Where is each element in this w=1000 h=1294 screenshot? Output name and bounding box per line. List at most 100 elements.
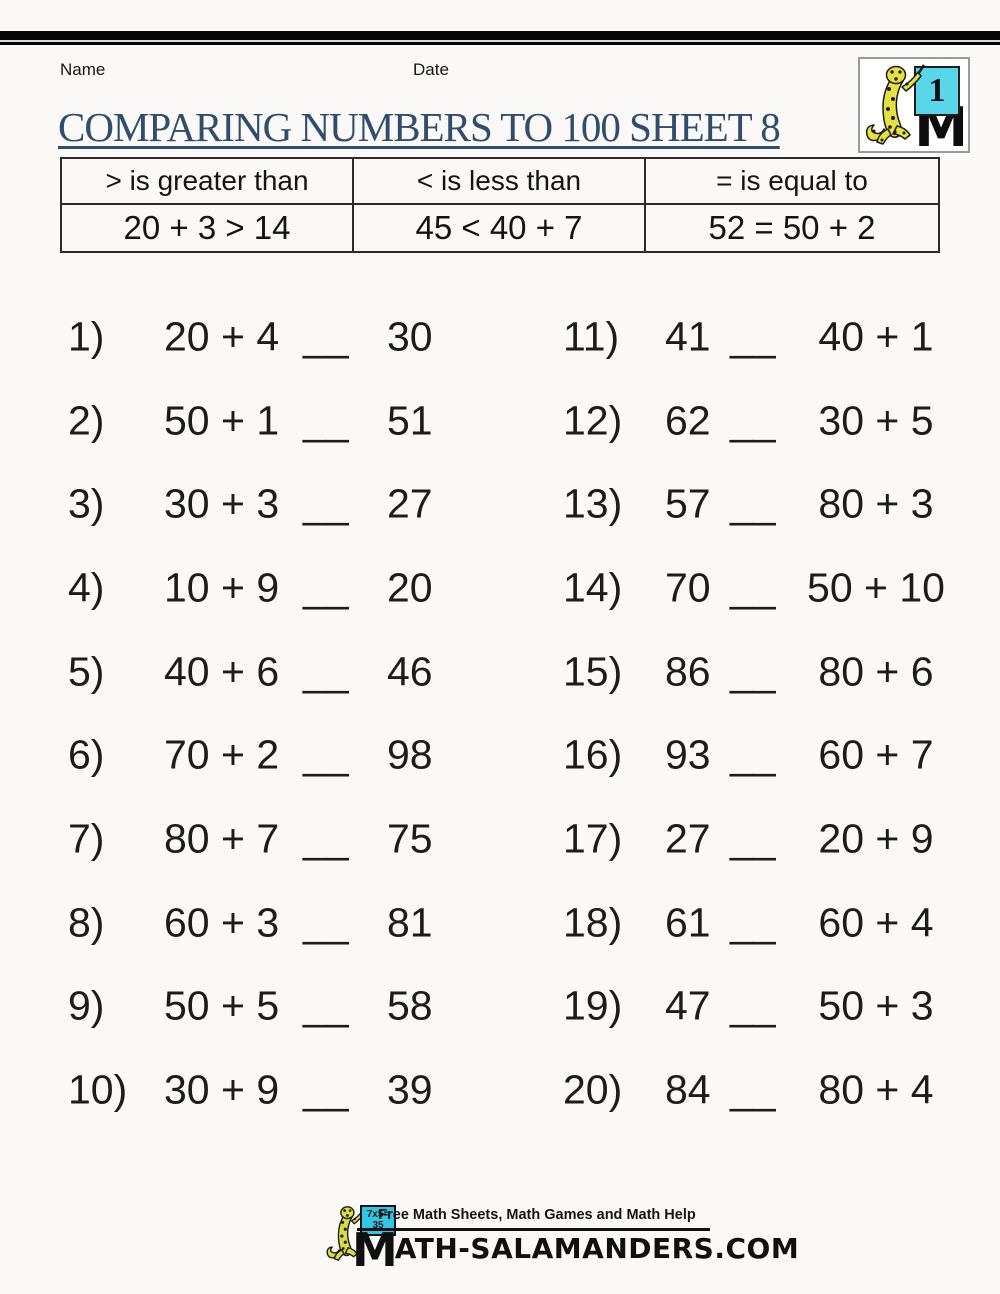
- problem-left-expression: 10 + 9: [164, 564, 280, 611]
- answer-blank[interactable]: __: [303, 648, 349, 695]
- answer-blank[interactable]: __: [730, 648, 776, 695]
- problem-left-expression: 86: [665, 648, 711, 695]
- problem-row: 4) 10 + 9 __ 20: [0, 547, 1000, 631]
- footer-tagline: Free Math Sheets, Math Games and Math He…: [378, 1207, 696, 1223]
- top-divider-rule: [0, 31, 1000, 45]
- answer-blank[interactable]: __: [730, 982, 776, 1029]
- problem-left-expression: 57: [665, 480, 711, 527]
- answer-blank[interactable]: __: [303, 480, 349, 527]
- problem-left-expression: 27: [665, 815, 711, 862]
- problem-right-expression: 27: [387, 480, 433, 527]
- problem-number: 7): [68, 815, 105, 862]
- board-equation: 7x5=: [366, 1209, 390, 1220]
- page-title: COMPARING NUMBERS TO 100 SHEET 8: [58, 104, 781, 150]
- problem-row: 19) 47 __ 50 + 3: [0, 966, 1000, 1050]
- problem-number: 12): [563, 397, 623, 444]
- answer-blank[interactable]: __: [730, 480, 776, 527]
- name-label: Name: [60, 60, 106, 79]
- answer-blank[interactable]: __: [730, 397, 776, 444]
- problems-left-column: 1) 20 + 4 __ 30 2) 50 + 1 __ 51 3) 30 + …: [0, 296, 1000, 1133]
- problem-row: 17) 27 __ 20 + 9: [0, 798, 1000, 882]
- problem-right-expression: 50 + 3: [818, 982, 934, 1029]
- problem-row: 9) 50 + 5 __ 58: [0, 966, 1000, 1050]
- answer-blank[interactable]: __: [303, 982, 349, 1029]
- problem-left-expression: 50 + 1: [164, 397, 280, 444]
- site-m-letter: M: [352, 1223, 398, 1277]
- answer-blank[interactable]: __: [303, 564, 349, 611]
- answer-blank[interactable]: __: [730, 1066, 776, 1113]
- key-example-equal: 52 = 50 + 2: [708, 209, 876, 246]
- problem-left-expression: 84: [665, 1066, 711, 1113]
- problem-number: 9): [68, 982, 105, 1029]
- problem-right-expression: 46: [387, 648, 433, 695]
- problem-right-expression: 51: [387, 397, 433, 444]
- problem-right-expression: 75: [387, 815, 433, 862]
- problem-number: 19): [563, 982, 623, 1029]
- answer-blank[interactable]: __: [730, 313, 776, 360]
- key-example-less: 45 < 40 + 7: [354, 205, 646, 251]
- problem-left-expression: 20 + 4: [164, 313, 280, 360]
- problem-right-expression: 20 + 9: [818, 815, 934, 862]
- problem-row: 14) 70 __ 50 + 10: [0, 547, 1000, 631]
- problem-right-expression: 30 + 5: [818, 397, 934, 444]
- problem-left-expression: 80 + 7: [164, 815, 280, 862]
- answer-blank[interactable]: __: [730, 564, 776, 611]
- problem-right-expression: 80 + 4: [818, 1066, 934, 1113]
- problem-left-expression: 70: [665, 564, 711, 611]
- problem-right-expression: 58: [387, 982, 433, 1029]
- answer-blank[interactable]: __: [303, 815, 349, 862]
- problem-row: 12) 62 __ 30 + 5: [0, 380, 1000, 464]
- answer-blank[interactable]: __: [303, 899, 349, 946]
- problem-number: 6): [68, 731, 105, 778]
- problem-left-expression: 62: [665, 397, 711, 444]
- problem-right-expression: 20: [387, 564, 433, 611]
- problem-right-expression: 98: [387, 731, 433, 778]
- problem-number: 5): [68, 648, 105, 695]
- answer-blank[interactable]: __: [730, 899, 776, 946]
- problem-left-expression: 50 + 5: [164, 982, 280, 1029]
- problem-left-expression: 47: [665, 982, 711, 1029]
- problem-row: 10) 30 + 9 __ 39: [0, 1049, 1000, 1133]
- problem-row: 20) 84 __ 80 + 4: [0, 1049, 1000, 1133]
- problem-left-expression: 93: [665, 731, 711, 778]
- problem-row: 11) 41 __ 40 + 1: [0, 296, 1000, 380]
- problem-row: 8) 60 + 3 __ 81: [0, 882, 1000, 966]
- problem-right-expression: 40 + 1: [818, 313, 934, 360]
- answer-blank[interactable]: __: [303, 397, 349, 444]
- problem-number: 18): [563, 899, 623, 946]
- comparison-key-table: > is greater than < is less than = is eq…: [60, 157, 940, 253]
- answer-blank[interactable]: __: [730, 815, 776, 862]
- problem-number: 8): [68, 899, 105, 946]
- problem-right-expression: 50 + 10: [807, 564, 945, 611]
- problem-number: 3): [68, 480, 105, 527]
- answer-blank[interactable]: __: [730, 731, 776, 778]
- problem-number: 2): [68, 397, 105, 444]
- problem-number: 20): [563, 1066, 623, 1113]
- key-example-greater: 20 + 3 > 14: [62, 205, 354, 251]
- answer-blank[interactable]: __: [303, 313, 349, 360]
- problem-row: 5) 40 + 6 __ 46: [0, 631, 1000, 715]
- grade-badge: M 1: [858, 57, 970, 155]
- problem-row: 1) 20 + 4 __ 30: [0, 296, 1000, 380]
- problem-left-expression: 70 + 2: [164, 731, 280, 778]
- problem-right-expression: 60 + 4: [818, 899, 934, 946]
- problem-left-expression: 30 + 9: [164, 1066, 280, 1113]
- footer-site-name[interactable]: MATH-SALAMANDERS.COM: [352, 1227, 799, 1273]
- problem-number: 14): [563, 564, 623, 611]
- problem-row: 15) 86 __ 80 + 6: [0, 631, 1000, 715]
- answer-blank[interactable]: __: [303, 1066, 349, 1113]
- problem-number: 15): [563, 648, 623, 695]
- salamander-icon: [865, 64, 926, 145]
- problem-number: 4): [68, 564, 105, 611]
- problem-number: 17): [563, 815, 623, 862]
- problem-right-expression: 30: [387, 313, 433, 360]
- problem-left-expression: 40 + 6: [164, 648, 280, 695]
- problem-number: 13): [563, 480, 623, 527]
- problem-row: 6) 70 + 2 __ 98: [0, 714, 1000, 798]
- problem-right-expression: 39: [387, 1066, 433, 1113]
- answer-blank[interactable]: __: [303, 731, 349, 778]
- problem-row: 3) 30 + 3 __ 27: [0, 463, 1000, 547]
- key-header-equal: = is equal to: [646, 159, 938, 205]
- problem-right-expression: 80 + 6: [818, 648, 934, 695]
